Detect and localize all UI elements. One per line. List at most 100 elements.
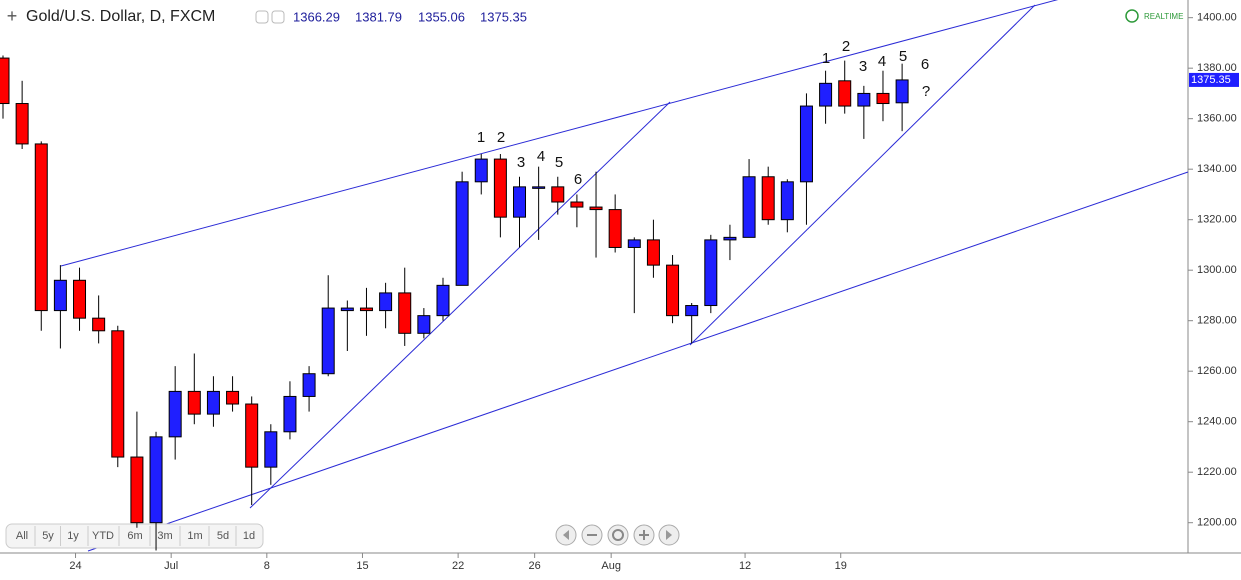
range-button[interactable]: 5d (217, 530, 229, 542)
candle-body (799, 105, 813, 183)
candle-body (838, 80, 852, 107)
annotation: 1 (822, 50, 830, 67)
candle-body (493, 158, 507, 218)
x-tick-label: 19 (835, 560, 847, 572)
candle-body (513, 186, 527, 218)
x-tick-label: 12 (739, 560, 751, 572)
header: + Gold/U.S. Dollar, D, FXCM 1366.29 1381… (7, 6, 1184, 26)
x-tick-label: 22 (452, 560, 464, 572)
candle-body (34, 143, 48, 312)
y-tick-label: 1300.00 (1197, 264, 1237, 276)
candle-body (73, 279, 87, 319)
range-button[interactable]: 1d (243, 530, 255, 542)
x-tick-label: 15 (356, 560, 368, 572)
candle-body (646, 239, 660, 266)
y-tick-label: 1400.00 (1197, 12, 1237, 24)
annotation: 3 (859, 58, 867, 75)
realtime-icon (1125, 9, 1139, 23)
candle-body (474, 158, 488, 183)
open-value: 1366.29 (293, 9, 340, 24)
candle-body (857, 92, 871, 107)
price-tag (1189, 72, 1239, 87)
candle-body (53, 279, 67, 312)
candle-body (532, 186, 546, 189)
candle-body (206, 390, 220, 415)
range-button[interactable]: 5y (42, 530, 54, 542)
candle-body (627, 239, 641, 248)
candle-body (780, 181, 794, 221)
low-value: 1355.06 (418, 9, 465, 24)
annotation: 6 (574, 171, 582, 188)
nav-reset[interactable] (607, 524, 629, 546)
y-tick-label: 1220.00 (1197, 466, 1237, 478)
annotation: 5 (555, 154, 563, 171)
close-value: 1375.35 (480, 9, 527, 24)
candle-body (264, 431, 278, 468)
y-tick-label: 1360.00 (1197, 113, 1237, 125)
realtime-label: REALTIME (1144, 12, 1183, 21)
candle-body (417, 315, 431, 334)
candle-body (455, 181, 469, 286)
range-button[interactable]: YTD (92, 530, 114, 542)
y-tick-label: 1240.00 (1197, 416, 1237, 428)
y-tick-label: 1340.00 (1197, 163, 1237, 175)
candle-body (15, 103, 29, 145)
upper-channel-line (60, 0, 1059, 267)
annotation: 4 (878, 53, 886, 70)
range-button[interactable]: 6m (127, 530, 142, 542)
annotation: 2 (497, 129, 505, 146)
candle-body (168, 390, 182, 438)
range-selector (5, 523, 264, 549)
candle-body (187, 390, 201, 415)
range-button[interactable]: 1y (67, 530, 79, 542)
eye-icon[interactable] (255, 10, 269, 24)
annotation: 6 (921, 56, 929, 73)
candle-body (226, 390, 240, 405)
high-value: 1381.79 (355, 9, 402, 24)
candle-body (551, 186, 565, 203)
x-tick-label: 26 (529, 560, 541, 572)
navigation (555, 524, 680, 546)
annotation: ? (922, 83, 930, 100)
candle-body (723, 236, 737, 241)
x-tick-label: 8 (264, 560, 270, 572)
candle-body (111, 330, 125, 458)
x-tick-label: 24 (69, 560, 81, 572)
candle-body (149, 436, 163, 524)
range-button[interactable]: 3m (157, 530, 172, 542)
candle-body (666, 264, 680, 317)
annotation: 3 (517, 154, 525, 171)
candle-body (0, 57, 10, 105)
price-tag-label: 1375.35 (1191, 74, 1231, 86)
range-button[interactable]: All (16, 530, 28, 542)
x-tick-label: Jul (164, 560, 178, 572)
candle-body (589, 206, 603, 211)
nav-reset-icon (612, 529, 624, 541)
candle-body (130, 456, 144, 524)
nav-right-icon (666, 530, 672, 540)
candle-body (895, 79, 909, 104)
add-icon[interactable]: + (7, 6, 18, 26)
candle-body (92, 317, 106, 332)
candle-body (302, 373, 316, 397)
candle-body (340, 307, 354, 312)
candle-body (742, 176, 756, 238)
y-tick-label: 1380.00 (1197, 62, 1237, 74)
candle-body (379, 292, 393, 312)
candle-body (359, 307, 373, 312)
candle-body (819, 82, 833, 107)
candle-body (245, 403, 259, 468)
candle-body (761, 176, 775, 221)
trend-lines (60, 0, 1189, 552)
settings-icon[interactable] (271, 10, 285, 24)
range-button[interactable]: 1m (187, 530, 202, 542)
candle-body (321, 307, 335, 375)
candle-body (685, 305, 699, 317)
nav-left-icon (563, 530, 569, 540)
x-tick-label: Aug (601, 560, 621, 572)
annotation: 1 (477, 129, 485, 146)
candle-body (436, 284, 450, 317)
candle-body (283, 395, 297, 433)
